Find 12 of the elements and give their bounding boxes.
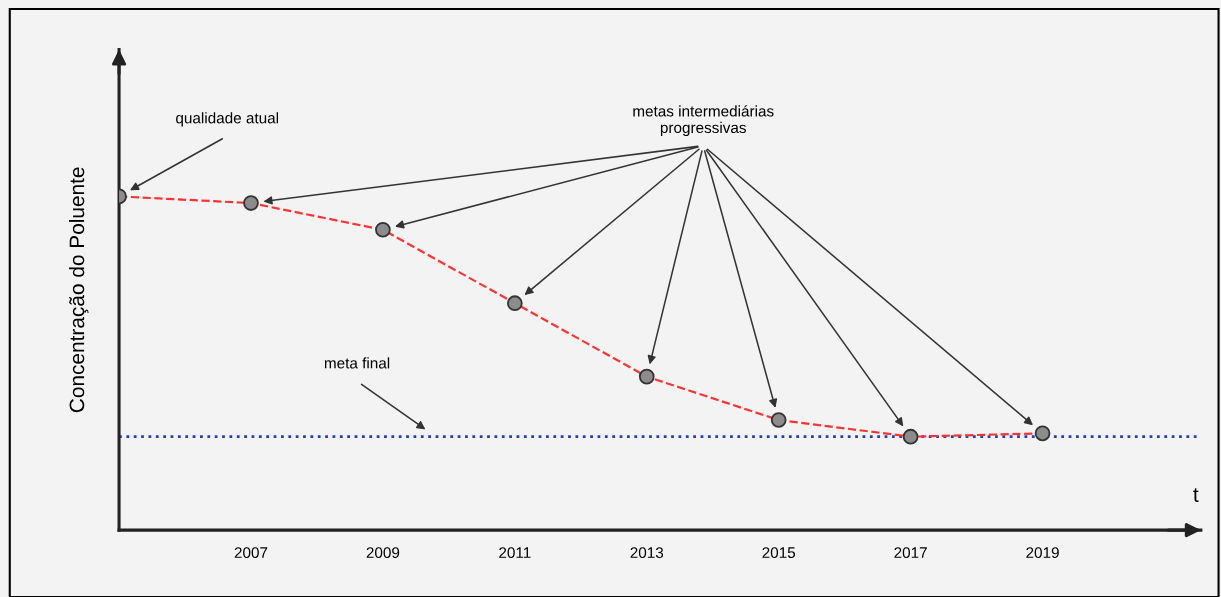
x-tick-label: 2013 — [630, 547, 664, 559]
y-axis-title: Concentração do Poluente — [68, 167, 89, 413]
text: qualidade atual — [176, 112, 279, 127]
x-tick-label: 2009 — [366, 547, 400, 559]
x-tick-label: 2007 — [234, 547, 268, 559]
x-tick-label: 2011 — [499, 547, 531, 559]
x-tick-label: 2019 — [1026, 547, 1059, 559]
x-tick-label: 2015 — [762, 547, 796, 559]
x-tick-label: 2017 — [894, 547, 927, 559]
text: metas intermediárias progressivas — [633, 105, 774, 137]
annotation: meta final — [324, 357, 390, 369]
x-axis-title: t — [1193, 488, 1199, 502]
